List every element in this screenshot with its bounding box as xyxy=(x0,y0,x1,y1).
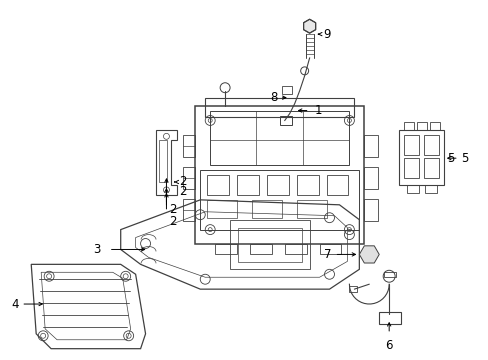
Bar xyxy=(210,111,349,165)
Bar xyxy=(384,272,395,277)
Text: 2: 2 xyxy=(179,175,186,189)
Bar xyxy=(424,185,436,193)
Text: 5: 5 xyxy=(446,152,453,165)
Bar xyxy=(364,135,377,157)
Polygon shape xyxy=(359,246,379,263)
Bar xyxy=(423,158,438,178)
Bar xyxy=(403,122,413,130)
Bar xyxy=(195,105,364,244)
Text: 9: 9 xyxy=(323,28,330,41)
Text: 8: 8 xyxy=(270,91,277,104)
Bar xyxy=(364,167,377,189)
Bar xyxy=(379,312,400,324)
Text: 3: 3 xyxy=(93,243,101,256)
Bar xyxy=(230,220,309,269)
Bar xyxy=(251,200,281,218)
Polygon shape xyxy=(303,19,315,33)
Text: 2: 2 xyxy=(179,185,186,198)
Bar xyxy=(237,175,258,195)
Bar xyxy=(205,98,354,117)
Bar xyxy=(319,244,341,255)
Bar xyxy=(159,140,167,182)
Text: 6: 6 xyxy=(385,339,392,352)
Bar xyxy=(183,199,195,221)
Text: 5: 5 xyxy=(460,152,467,165)
Bar xyxy=(403,135,418,155)
Text: 7: 7 xyxy=(324,248,331,261)
Bar xyxy=(326,175,347,195)
Text: 4: 4 xyxy=(12,297,19,311)
Bar xyxy=(296,200,326,218)
Bar xyxy=(284,244,306,255)
Bar xyxy=(429,122,439,130)
Bar xyxy=(423,135,438,155)
Bar xyxy=(183,167,195,189)
Bar xyxy=(200,170,359,230)
Bar xyxy=(403,158,418,178)
Bar xyxy=(364,199,377,221)
Bar xyxy=(296,175,318,195)
Bar xyxy=(207,175,228,195)
Bar xyxy=(406,185,418,193)
Bar xyxy=(349,286,357,292)
Bar xyxy=(238,228,301,262)
Bar xyxy=(207,200,237,218)
Bar xyxy=(249,244,271,255)
Text: 2: 2 xyxy=(169,215,177,228)
Bar xyxy=(398,130,443,185)
Bar xyxy=(183,135,195,157)
Bar xyxy=(266,175,288,195)
Bar xyxy=(416,122,426,130)
Text: 1: 1 xyxy=(314,104,322,117)
Bar xyxy=(215,244,237,255)
Bar xyxy=(281,86,291,94)
Text: 2: 2 xyxy=(169,203,177,216)
Circle shape xyxy=(364,249,373,260)
